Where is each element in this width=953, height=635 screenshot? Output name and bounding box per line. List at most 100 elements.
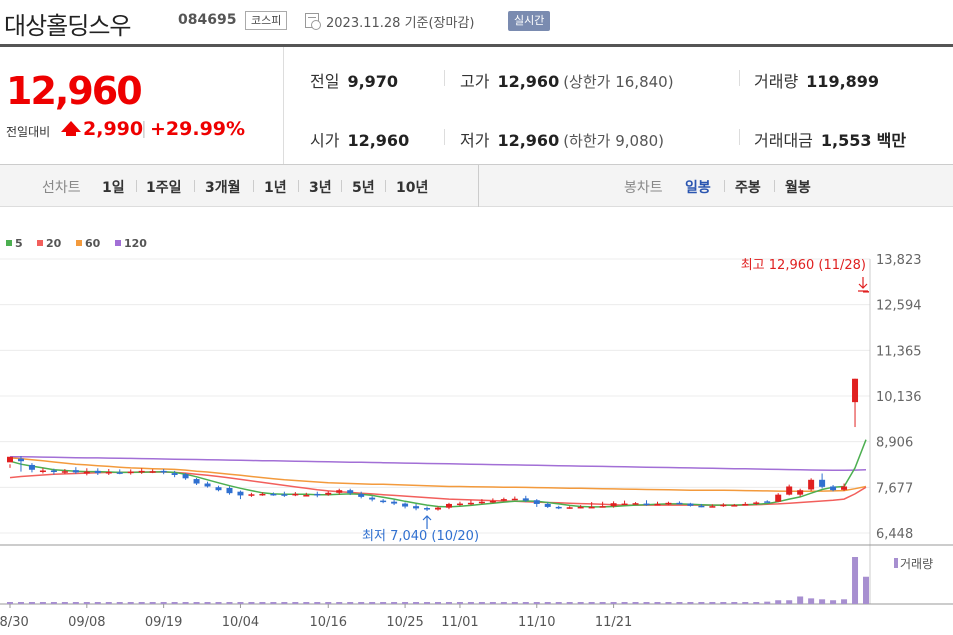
legend-swatch-20 xyxy=(37,240,43,246)
candle-body xyxy=(171,473,178,475)
volume-bar xyxy=(709,602,716,604)
candle-body xyxy=(610,503,617,507)
candle-body xyxy=(687,503,694,506)
moving-average-lines xyxy=(9,439,867,508)
high-cell: 고가 12,960 (상한가 16,840) xyxy=(460,68,674,92)
volume-bar xyxy=(28,602,35,604)
candle-body xyxy=(402,503,409,507)
period-separator xyxy=(136,180,137,192)
candle-body xyxy=(555,506,562,509)
volume-bar xyxy=(533,602,540,604)
volume-bar xyxy=(303,602,310,604)
volume-bar xyxy=(852,557,859,604)
candle-body xyxy=(204,483,211,487)
candle-body xyxy=(797,490,804,495)
candle-body xyxy=(489,500,496,503)
volume-bar xyxy=(698,602,705,604)
candle-body xyxy=(138,470,145,473)
candle-body xyxy=(665,502,672,505)
candle-body xyxy=(94,470,101,474)
candle-body xyxy=(621,503,628,506)
period-3y[interactable]: 3년 xyxy=(309,180,332,196)
period-3m[interactable]: 3개월 xyxy=(205,180,241,196)
volume-bar xyxy=(775,600,782,604)
period-1w[interactable]: 1주일 xyxy=(146,180,182,196)
volume-bar xyxy=(456,602,463,604)
candle-body xyxy=(478,501,485,504)
x-tick-label: 11/01 xyxy=(441,615,478,630)
candle-body xyxy=(105,471,112,474)
candle-monthly[interactable]: 월봉 xyxy=(785,180,811,196)
volume-bar xyxy=(610,602,617,604)
x-tick-label: 10/04 xyxy=(222,615,259,630)
prev-close-value: 9,970 xyxy=(347,72,399,91)
current-price: 12,960 xyxy=(6,69,143,113)
lower-limit: (하한가 9,080) xyxy=(563,132,665,150)
candle-chart-label: 봉차트 xyxy=(624,180,663,196)
volume-bar xyxy=(511,602,518,604)
period-1d[interactable]: 1일 xyxy=(102,180,125,196)
candle-body xyxy=(544,503,551,507)
period-separator xyxy=(774,180,775,192)
volume-bar xyxy=(369,602,376,604)
volume-bar xyxy=(566,602,573,604)
period-separator xyxy=(724,180,725,192)
volume-bar xyxy=(281,602,288,604)
quote-panel: 12,960 전일대비 2,990 | +29.99% 전일 9,970 고가 12… xyxy=(0,47,953,165)
realtime-button[interactable]: 실시간 xyxy=(508,11,551,31)
period-5y[interactable]: 5년 xyxy=(352,180,375,196)
header-divider xyxy=(0,44,953,47)
period-1y[interactable]: 1년 xyxy=(264,180,287,196)
volume-bar xyxy=(786,600,793,604)
candle-body xyxy=(863,291,869,293)
cell-divider xyxy=(444,129,445,145)
volume-label: 거래량 xyxy=(900,557,933,571)
candle-weekly[interactable]: 주봉 xyxy=(735,180,761,196)
candle-body xyxy=(632,503,639,505)
volume-bar xyxy=(149,602,156,604)
volume-bar xyxy=(435,602,441,604)
ma20-line xyxy=(9,471,867,506)
volume-bar xyxy=(193,602,200,604)
volume-bar xyxy=(358,602,365,604)
volume-cell: 거래량 119,899 xyxy=(754,68,879,92)
candle-body xyxy=(819,479,826,487)
low-cell: 저가 12,960 (하한가 9,080) xyxy=(460,127,664,151)
volume-bar xyxy=(621,602,628,604)
volume-bar xyxy=(248,602,255,604)
volume-bar xyxy=(544,602,551,604)
volume-bar xyxy=(731,602,738,604)
candle-body xyxy=(336,490,343,493)
volume-bar xyxy=(105,602,112,604)
open-cell: 시가 12,960 xyxy=(310,127,409,151)
volume-bar xyxy=(127,602,134,604)
period-10y[interactable]: 10년 xyxy=(396,180,429,196)
volume-bar xyxy=(116,602,123,604)
volume-bar xyxy=(522,602,529,604)
volume-bar xyxy=(797,596,804,604)
ma120-line xyxy=(10,456,867,472)
candle-daily[interactable]: 일봉 xyxy=(685,180,711,196)
trade-value-label: 거래대금 xyxy=(754,131,813,150)
candle-body xyxy=(248,494,255,496)
low-annotation: 최저 7,040 (10/20) xyxy=(362,529,479,544)
candle-body xyxy=(413,506,420,509)
volume-label: 거래량 xyxy=(754,72,799,91)
volume-bar xyxy=(555,602,562,604)
candle-body xyxy=(830,486,837,491)
y-tick-label: 6,448 xyxy=(876,527,913,542)
prev-close-label: 전일 xyxy=(310,72,340,91)
change-separator: | xyxy=(141,119,147,139)
volume-bar xyxy=(270,602,277,604)
legend-swatch-5 xyxy=(6,240,12,246)
price-chart[interactable]: 5 20 60 120 13,823 12,594 11,365 10,136 8,906 7,… xyxy=(0,207,953,635)
volume-bar xyxy=(347,602,354,604)
volume-bar xyxy=(588,602,595,604)
change-amount: 2,990 xyxy=(83,118,144,140)
volume-bar xyxy=(764,601,771,604)
candle-body xyxy=(709,506,716,508)
y-tick-label: 10,136 xyxy=(876,390,922,405)
trade-value-cell: 거래대금 1,553 백만 xyxy=(754,127,906,151)
x-tick-label: 10/16 xyxy=(310,615,347,630)
legend-label-5: 5 xyxy=(15,237,23,250)
